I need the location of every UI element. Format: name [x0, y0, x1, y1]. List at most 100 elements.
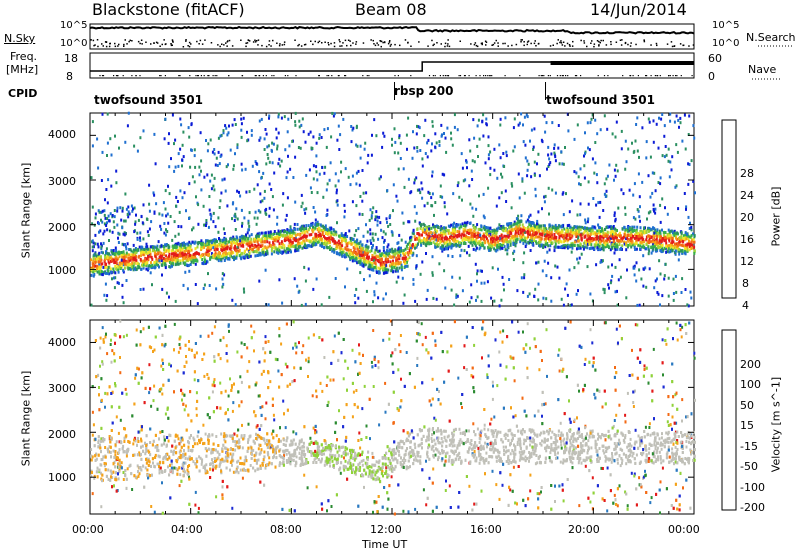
data-cell	[165, 291, 168, 295]
data-cell	[258, 251, 261, 255]
data-cell	[235, 239, 238, 243]
data-cell	[508, 234, 511, 237]
data-cell	[543, 259, 546, 263]
data-cell	[263, 240, 266, 244]
data-cell	[568, 233, 570, 237]
data-cell	[419, 149, 422, 152]
data-cell	[525, 242, 528, 246]
data-cell	[143, 263, 146, 267]
data-cell	[198, 173, 201, 177]
data-cell	[490, 296, 493, 300]
data-cell	[185, 253, 188, 257]
data-cell	[369, 239, 372, 243]
data-cell	[242, 287, 245, 291]
data-cell	[451, 143, 454, 147]
station-title: Blackstone (fitACF)	[92, 0, 245, 19]
nave-point	[432, 75, 434, 77]
data-cell	[110, 249, 113, 253]
data-cell	[471, 178, 474, 181]
data-cell	[94, 264, 97, 268]
data-cell	[616, 234, 619, 237]
data-cell	[417, 125, 420, 129]
data-cell	[123, 266, 126, 270]
data-cell	[602, 209, 605, 212]
data-cell	[376, 223, 379, 227]
nsearch-point	[270, 45, 272, 47]
data-cell	[190, 242, 192, 246]
data-cell	[213, 188, 216, 192]
data-cell	[131, 258, 134, 262]
data-cell	[260, 231, 263, 235]
nave-point	[567, 75, 569, 77]
data-cell	[123, 219, 126, 223]
data-cell	[470, 231, 473, 235]
nsearch-point	[497, 45, 499, 47]
data-cell	[240, 244, 243, 248]
data-cell	[443, 205, 446, 209]
data-cell	[375, 281, 378, 285]
data-cell	[246, 139, 249, 143]
data-cell	[414, 237, 417, 241]
data-cell	[420, 181, 423, 185]
data-cell	[473, 160, 476, 164]
data-cell	[377, 237, 380, 241]
data-cell	[139, 236, 141, 240]
data-cell	[564, 287, 567, 291]
data-cell	[645, 229, 648, 233]
data-cell	[462, 230, 465, 234]
data-cell	[103, 222, 106, 226]
data-cell	[688, 235, 691, 239]
data-cell	[200, 245, 203, 248]
data-cell	[149, 254, 152, 258]
data-cell	[546, 233, 549, 237]
data-cell	[315, 141, 318, 145]
nave-point	[259, 75, 261, 77]
data-cell	[678, 247, 680, 251]
data-cell	[634, 139, 637, 143]
data-cell	[397, 254, 400, 258]
data-cell	[250, 241, 253, 245]
data-cell	[692, 124, 695, 128]
data-cell	[283, 249, 286, 253]
data-cell	[133, 262, 136, 266]
data-cell	[320, 228, 323, 232]
data-cell	[590, 246, 593, 250]
data-cell	[177, 259, 180, 263]
data-cell	[132, 253, 135, 257]
data-cell	[253, 216, 256, 220]
data-cell	[638, 303, 641, 307]
data-cell	[416, 232, 419, 236]
nsearch-point	[615, 41, 618, 43]
data-cell	[348, 251, 351, 255]
data-cell	[320, 136, 323, 139]
data-cell	[356, 247, 359, 251]
data-cell	[476, 279, 478, 283]
data-cell	[568, 210, 571, 214]
data-cell	[544, 242, 547, 246]
data-cell	[548, 248, 551, 252]
data-cell	[553, 225, 556, 229]
data-cell	[447, 231, 450, 235]
data-cell	[582, 247, 585, 251]
data-cell	[493, 228, 496, 232]
data-cell	[663, 155, 666, 159]
data-cell	[444, 232, 447, 236]
data-cell	[672, 292, 675, 295]
data-cell	[470, 283, 473, 287]
nsearch-point	[436, 42, 438, 44]
data-cell	[125, 279, 128, 282]
data-cell	[167, 184, 169, 188]
data-cell	[687, 162, 690, 166]
data-cell	[691, 243, 694, 247]
nsearch-point	[484, 40, 487, 42]
data-cell	[357, 247, 360, 251]
data-cell	[385, 292, 387, 296]
data-cell	[185, 263, 188, 267]
data-cell	[231, 217, 233, 221]
data-cell	[392, 183, 395, 187]
data-cell	[112, 267, 115, 271]
data-cell	[687, 242, 690, 246]
data-cell	[153, 261, 156, 265]
data-cell	[179, 261, 182, 265]
data-cell	[613, 251, 616, 255]
